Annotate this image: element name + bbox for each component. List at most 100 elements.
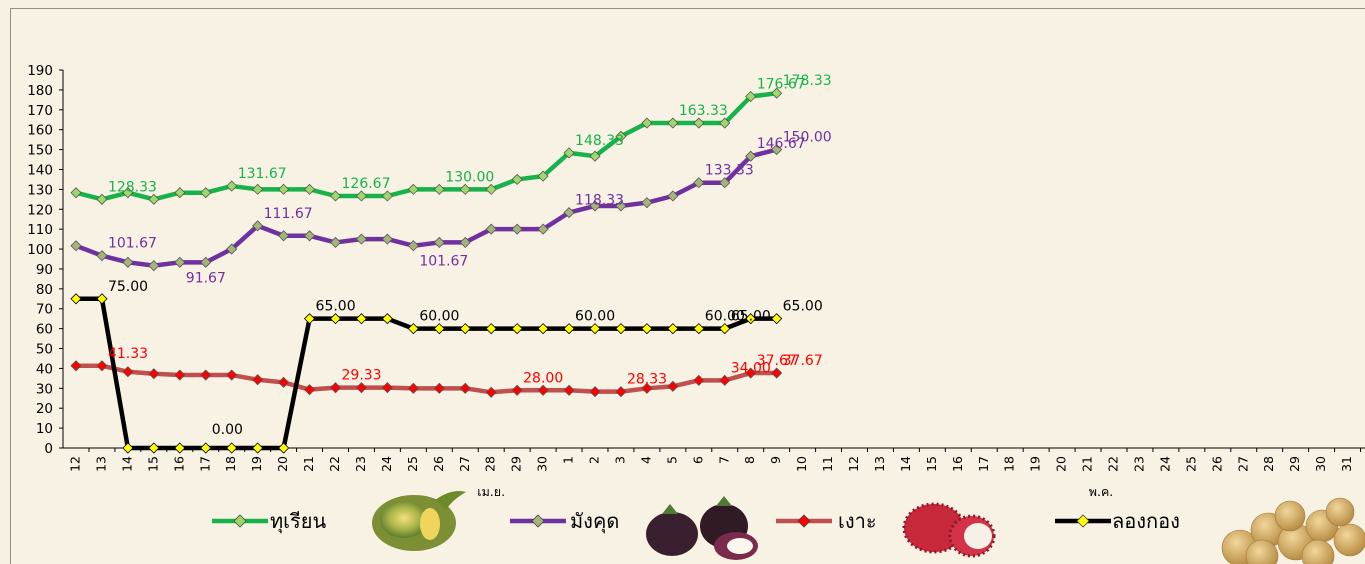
- data-point: [693, 374, 705, 386]
- data-point: [96, 250, 108, 262]
- data-point: [122, 187, 134, 199]
- data-label: 28.33: [627, 372, 667, 388]
- x-tick-label: 18: [1002, 456, 1017, 472]
- x-tick-label: 22: [327, 456, 342, 472]
- data-point: [771, 367, 783, 379]
- data-point: [122, 442, 134, 454]
- data-label: 101.67: [108, 236, 157, 252]
- data-point: [355, 190, 368, 202]
- data-point: [537, 323, 549, 335]
- data-point: [667, 190, 679, 202]
- data-point: [485, 183, 497, 195]
- data-labels: 128.33 131.67 126.67 130.00 148.33 163.33 176.…: [108, 73, 832, 438]
- data-point: [563, 207, 575, 219]
- x-tick-label: 10: [794, 456, 809, 472]
- x-tick-label: 30: [535, 456, 550, 472]
- data-point: [252, 183, 264, 195]
- y-tick-label: 70: [36, 302, 53, 318]
- data-point: [719, 117, 731, 129]
- data-label: 101.67: [419, 254, 468, 270]
- data-point: [96, 360, 108, 372]
- data-point: [459, 382, 471, 394]
- data-label: 65.00: [731, 309, 771, 325]
- data-point: [96, 293, 108, 305]
- data-point: [381, 190, 393, 202]
- data-point: [537, 384, 549, 396]
- data-point: [355, 233, 368, 245]
- data-point: [355, 382, 368, 394]
- longkong-image: [1221, 497, 1365, 564]
- data-point: [329, 190, 342, 202]
- x-tick-label: 23: [1131, 456, 1146, 472]
- legend-label-2: เงาะ: [838, 509, 877, 533]
- data-point: [226, 442, 238, 454]
- data-point: [589, 323, 601, 335]
- x-tick-label: 14: [898, 456, 913, 472]
- data-point: [381, 233, 393, 245]
- y-tick-label: 90: [36, 262, 53, 278]
- x-tick-label: 3: [612, 456, 627, 464]
- data-label: 41.33: [108, 346, 148, 362]
- data-point: [381, 313, 393, 325]
- data-point: [511, 173, 523, 185]
- data-point: [745, 367, 757, 379]
- legend-marker-2: [797, 514, 811, 528]
- axes: 0102030405060708090100110120130140150160…: [27, 63, 1365, 499]
- x-tick-label: 22: [1106, 456, 1121, 472]
- durian-image: [372, 491, 466, 551]
- x-tick-label: 5: [664, 456, 679, 464]
- x-tick-label: 7: [716, 456, 731, 464]
- data-point: [745, 313, 757, 325]
- data-label: 133.33: [705, 163, 754, 179]
- data-point: [407, 323, 419, 335]
- data-label: 178.33: [783, 73, 832, 89]
- data-point: [719, 177, 731, 189]
- data-point: [641, 197, 653, 209]
- data-point: [485, 223, 497, 235]
- x-tick-label: 18: [223, 456, 238, 472]
- data-point: [667, 380, 679, 392]
- data-point: [252, 374, 264, 386]
- data-point: [200, 369, 212, 381]
- y-tick-label: 30: [36, 381, 53, 397]
- data-point: [200, 256, 212, 268]
- chart-frame: [10, 8, 1365, 564]
- month-label: พ.ค.: [1089, 484, 1114, 499]
- data-point: [719, 323, 731, 335]
- x-tick-label: 6: [690, 456, 705, 464]
- data-point: [278, 230, 290, 242]
- data-point: [433, 382, 445, 394]
- data-point: [693, 177, 705, 189]
- data-point: [174, 442, 186, 454]
- series-layer: [70, 87, 783, 454]
- data-point: [381, 382, 393, 394]
- data-point: [70, 293, 82, 305]
- data-point: [693, 323, 705, 335]
- data-point: [667, 323, 679, 335]
- series-line-0: [75, 90, 777, 202]
- x-tick-label: 16: [171, 456, 186, 472]
- x-tick-label: 17: [976, 456, 991, 472]
- y-tick-label: 60: [36, 322, 53, 338]
- x-tick-label: 20: [275, 456, 290, 472]
- x-tick-label: 30: [1313, 456, 1328, 472]
- x-tick-label: 2: [587, 456, 602, 464]
- data-point: [719, 374, 731, 386]
- x-tick-label: 14: [119, 456, 134, 472]
- data-point: [355, 313, 368, 325]
- y-tick-label: 180: [27, 83, 53, 99]
- data-point: [537, 170, 549, 182]
- data-label: 37.67: [783, 353, 823, 369]
- data-point: [278, 376, 290, 388]
- data-point: [641, 323, 653, 335]
- series-line-2: [76, 363, 777, 395]
- data-label: 111.67: [264, 206, 313, 222]
- data-point: [511, 384, 523, 396]
- x-tick-label: 28: [1261, 456, 1276, 472]
- data-label: 163.33: [679, 103, 728, 119]
- data-label: 130.00: [445, 169, 494, 185]
- data-point: [407, 240, 419, 252]
- data-label: 60.00: [705, 309, 745, 325]
- data-point: [433, 236, 445, 248]
